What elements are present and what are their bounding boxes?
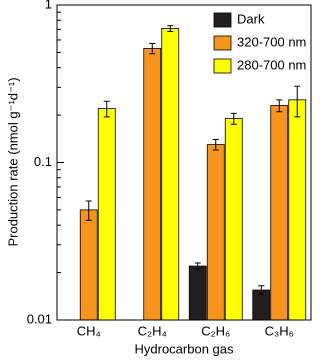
error-bar: [194, 262, 201, 270]
x-tick-label: C₂H₆: [201, 323, 230, 338]
legend-swatch: [213, 58, 232, 74]
error-bar: [276, 99, 283, 113]
legend-label: 280-700 nm: [237, 57, 306, 72]
error-bar: [167, 25, 174, 32]
y-tick-label: 1: [45, 0, 52, 11]
legend-swatch: [213, 12, 232, 28]
bar: [270, 105, 289, 321]
bar: [288, 99, 307, 321]
error-bar: [258, 285, 265, 296]
bar: [161, 28, 180, 321]
error-bar: [149, 42, 156, 55]
bar: [143, 48, 162, 321]
y-axis-label: Production rate (nmol g⁻¹d⁻¹): [5, 77, 20, 246]
legend-swatch: [213, 35, 232, 51]
error-bar: [230, 112, 237, 125]
y-tick-label: 0.01: [27, 311, 52, 326]
bar: [206, 144, 225, 321]
error-bar: [294, 85, 301, 118]
x-tick-label: C₂H₄: [138, 323, 167, 338]
legend-label: 320-700 nm: [237, 34, 306, 49]
x-tick-label: C₃H₆: [265, 323, 294, 338]
plot-frame: [56, 4, 312, 321]
legend-label: Dark: [237, 11, 265, 26]
bar: [97, 108, 116, 321]
error-bar: [85, 200, 92, 221]
bar: [79, 209, 98, 321]
y-tick-label: 0.1: [34, 154, 52, 169]
bar: [188, 265, 207, 321]
x-axis-label: Hydrocarbon gas: [135, 341, 234, 356]
error-bar: [212, 138, 219, 151]
x-tick-label: CH₄: [77, 323, 101, 338]
bar: [224, 118, 243, 321]
error-bar: [103, 100, 110, 118]
